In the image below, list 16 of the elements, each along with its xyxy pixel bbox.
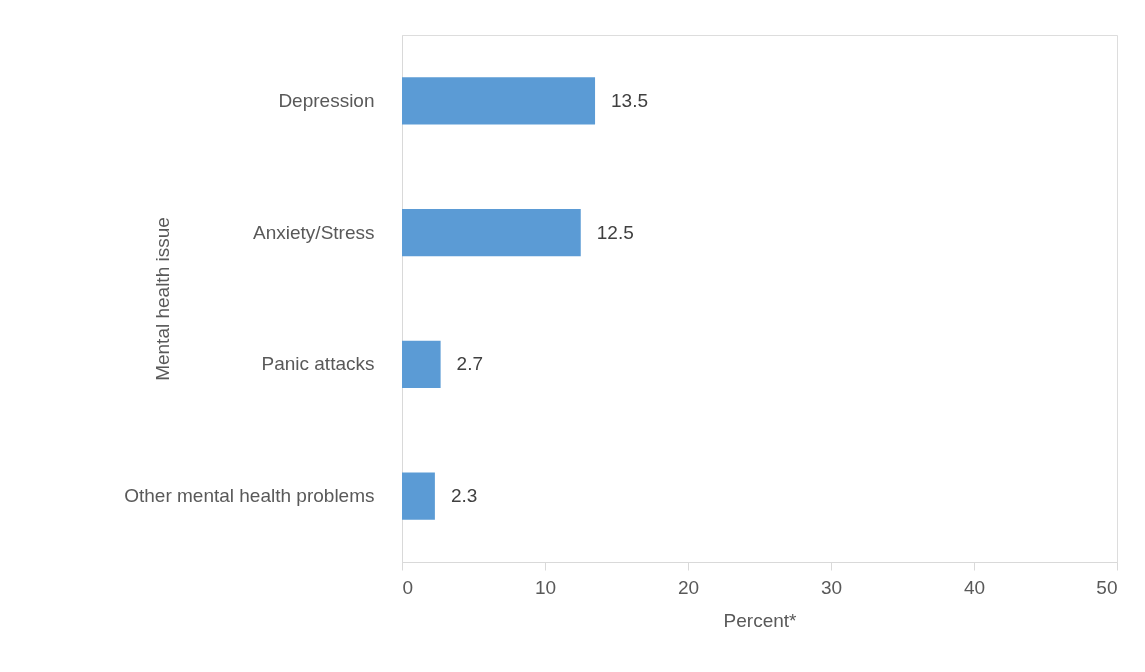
y-tick-label: Anxiety/Stress <box>253 221 375 243</box>
y-tick-label: Panic attacks <box>261 353 375 375</box>
data-label: 12.5 <box>596 221 634 243</box>
y-tick-label: Depression <box>278 89 375 111</box>
data-label: 2.7 <box>456 353 484 375</box>
x-tick-label: 50 <box>1096 576 1118 598</box>
y-axis-title: Mental health issue <box>151 217 173 381</box>
y-tick-label: Other mental health problems <box>124 485 375 507</box>
data-label: 2.3 <box>450 485 478 507</box>
x-tick-label: 40 <box>963 576 986 598</box>
x-axis-title: Percent* <box>723 609 798 631</box>
x-tick-label: 30 <box>820 576 843 598</box>
x-tick-label: 20 <box>677 576 700 598</box>
data-label: 13.5 <box>611 89 649 111</box>
x-tick-label: 0 <box>402 576 414 598</box>
x-tick-label: 10 <box>534 576 557 598</box>
